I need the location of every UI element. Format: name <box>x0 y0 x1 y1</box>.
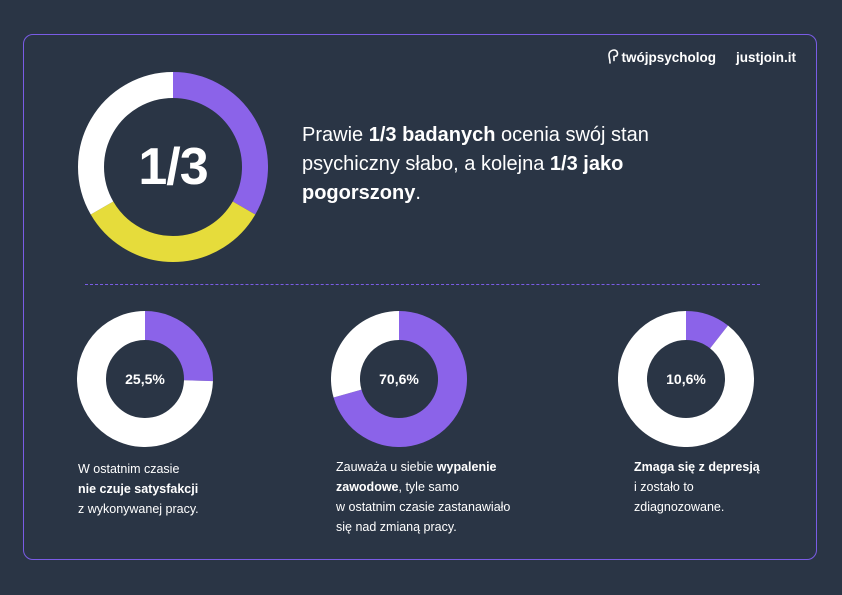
donut-1-segment-1 <box>77 311 213 447</box>
caption-line: z wykonywanej pracy. <box>78 502 199 516</box>
caption-burnout: Zauważa u siebie wypalenie zawodowe, tyl… <box>336 457 510 537</box>
donut-2-segment-1 <box>331 311 400 398</box>
donut-burnout <box>331 311 467 447</box>
pct-burnout: 70,6% <box>379 371 419 387</box>
twojpsycholog-text: twójpsycholog <box>621 49 717 65</box>
donut-main-segment-0 <box>172 72 268 215</box>
caption-line-bold: nie czuje satysfakcji <box>78 482 199 496</box>
caption-line: Zauważa u siebie wypalenie <box>336 460 497 474</box>
caption-line: zawodowe, tyle samo <box>336 480 459 494</box>
caption-line: w ostatnim czasie zastanawiało <box>336 500 511 514</box>
big-ratio-label: 1/3 <box>138 138 208 196</box>
twojpsycholog-mark-icon <box>607 49 618 64</box>
headline-text-1: Prawie <box>302 124 369 146</box>
headline-bold-1: 1/3 badanych <box>368 124 496 146</box>
pct-satisfaction: 25,5% <box>125 371 165 387</box>
headline-bold-2: 1/3 jako pogorszony <box>302 153 624 204</box>
caption-depression: Zmaga się z depresją i zostało to zdiagn… <box>634 457 760 517</box>
donut-depression <box>618 311 754 447</box>
headline: Prawie 1/3 badanych ocenia swój stan psy… <box>302 121 732 208</box>
headline-text-2: ocenia swój stan psychiczny słabo, a kol… <box>302 124 649 175</box>
donut-satisfaction <box>77 311 213 447</box>
caption-line: W ostatnim czasie <box>78 462 180 476</box>
card-frame <box>23 34 817 560</box>
donut-main-segment-1 <box>90 201 256 262</box>
pct-depression: 10,6% <box>666 371 706 387</box>
dashed-divider <box>85 284 760 285</box>
donut-3-segment-0 <box>685 311 729 349</box>
twojpsycholog-logo: twójpsycholog <box>607 49 717 65</box>
caption-line: się nad zmianą pracy. <box>336 520 457 534</box>
donut-3-segment-1 <box>618 311 754 447</box>
donut-main <box>78 72 268 262</box>
donut-1-segment-0 <box>144 311 213 382</box>
caption-line-bold: Zmaga się z depresją <box>634 460 760 474</box>
caption-line: zdiagnozowane. <box>634 500 725 514</box>
caption-satisfaction: W ostatnim czasie nie czuje satysfakcji … <box>78 459 199 519</box>
justjoin-logo: justjoin.it <box>736 49 796 65</box>
donut-2-segment-0 <box>333 311 467 447</box>
brand-logos: twójpsycholog justjoin.it <box>607 49 796 65</box>
headline-text-3: . <box>415 182 421 204</box>
donut-main-segment-2 <box>78 72 174 215</box>
caption-line: i zostało to <box>634 480 694 494</box>
